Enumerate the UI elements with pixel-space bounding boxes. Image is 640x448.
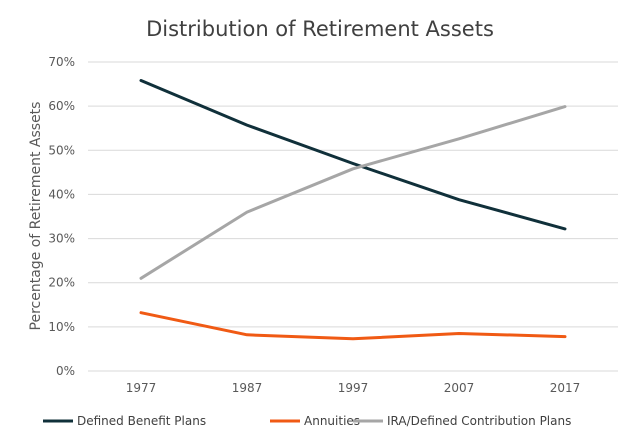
gridlines — [88, 61, 618, 372]
legend-item: IRA/Defined Contribution Plans — [353, 414, 571, 428]
series-line — [139, 105, 567, 280]
y-tick-label: 70% — [48, 55, 75, 69]
y-tick-label: 60% — [48, 99, 75, 113]
x-tick-label: 2017 — [550, 381, 581, 395]
y-tick-label: 40% — [48, 187, 75, 201]
x-tick-labels: 1977 1987 1997 2007 2017 — [126, 381, 581, 395]
chart-title: Distribution of Retirement Assets — [146, 17, 494, 41]
y-tick-label: 0% — [56, 364, 75, 378]
legend: Defined Benefit Plans Annuities IRA/Define… — [43, 414, 571, 428]
y-axis-label: Percentage of Retirement Assets — [28, 102, 44, 331]
series-lines — [139, 79, 567, 341]
legend-item: Annuities — [270, 414, 360, 428]
y-tick-label: 50% — [48, 143, 75, 157]
legend-item: Defined Benefit Plans — [43, 414, 206, 428]
x-tick-label: 1997 — [338, 381, 369, 395]
y-tick-label: 30% — [48, 232, 75, 246]
legend-label: Defined Benefit Plans — [77, 414, 206, 428]
series-line — [139, 79, 567, 231]
x-tick-label: 1987 — [232, 381, 263, 395]
x-tick-label: 1977 — [126, 381, 157, 395]
legend-label: Annuities — [304, 414, 360, 428]
series-line — [139, 311, 567, 341]
y-tick-labels: 0% 10% 20% 30% 40% 50% 60% 70% — [48, 55, 75, 378]
legend-label: IRA/Defined Contribution Plans — [387, 414, 571, 428]
y-tick-label: 10% — [48, 320, 75, 334]
y-tick-label: 20% — [48, 276, 75, 290]
x-tick-label: 2007 — [444, 381, 475, 395]
